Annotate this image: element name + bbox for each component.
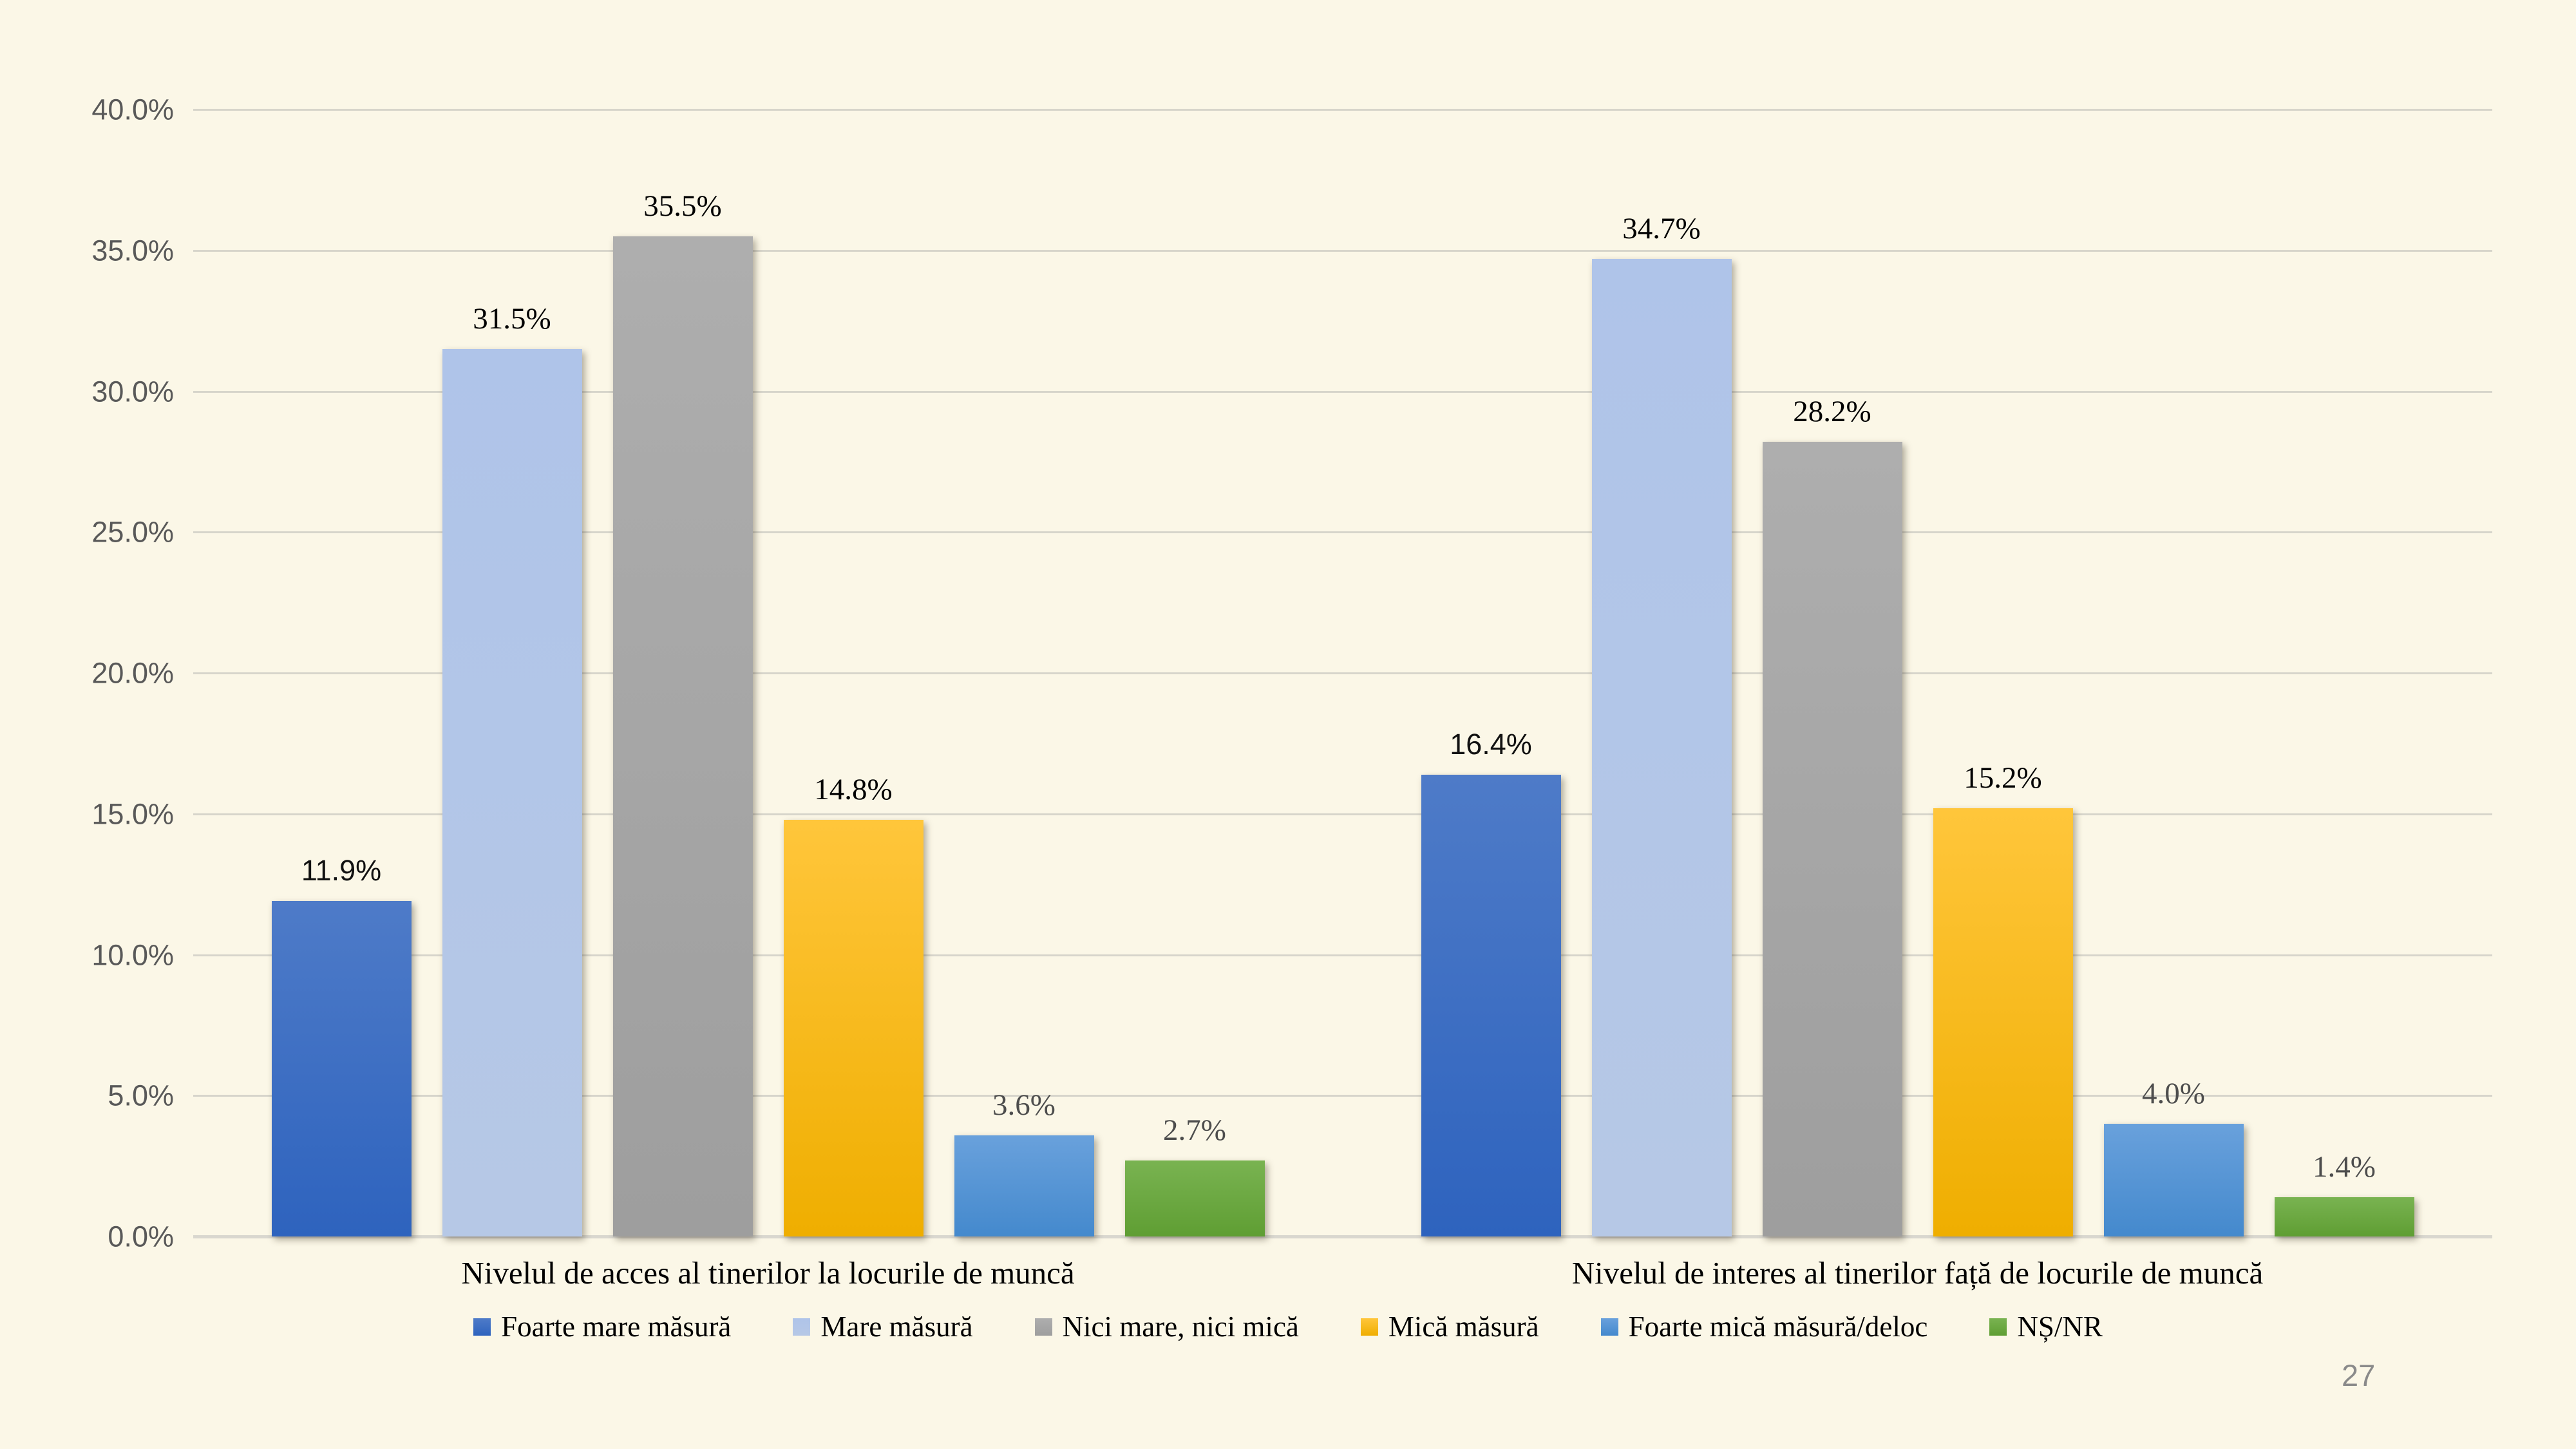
bar-value-label: 28.2% <box>1793 395 1871 429</box>
bar-2-n-nr <box>2274 1197 2414 1236</box>
y-axis-tick-label: 10.0% <box>91 938 174 971</box>
legend-label: Mică măsură <box>1388 1311 1539 1343</box>
bar-value-label: 15.2% <box>1964 761 2042 795</box>
y-axis-tick-label: 40.0% <box>91 93 174 126</box>
bar-2-foarte-mare-m-sur- <box>1421 774 1561 1236</box>
legend-swatch-icon <box>1034 1318 1052 1336</box>
legend-label: Nici mare, nici mică <box>1062 1311 1299 1343</box>
legend-item: Foarte mare măsură <box>473 1312 731 1341</box>
gridline <box>193 1095 2492 1097</box>
bar-value-label: 35.5% <box>643 189 722 223</box>
legend-swatch-icon <box>1360 1318 1378 1336</box>
bar-value-label: 14.8% <box>814 772 893 806</box>
bar-1-foarte-mic-m-sur-deloc <box>954 1135 1094 1236</box>
bar-value-label: 2.7% <box>1163 1113 1226 1147</box>
y-axis-tick-label: 30.0% <box>91 375 174 408</box>
legend-item: NȘ/NR <box>1989 1312 2103 1341</box>
legend-swatch-icon <box>793 1318 811 1336</box>
legend-item: Nici mare, nici mică <box>1034 1311 1299 1343</box>
legend-item: Mică măsură <box>1360 1311 1539 1343</box>
gridline <box>193 109 2492 111</box>
y-axis-tick-label: 0.0% <box>108 1220 174 1253</box>
legend-label: Foarte mică măsură/deloc <box>1628 1311 1928 1343</box>
gridline <box>193 954 2492 956</box>
legend-item: Mare măsură <box>793 1311 973 1343</box>
page-number: 27 <box>2342 1358 2376 1392</box>
x-axis-line <box>193 1235 2492 1238</box>
legend-label: Foarte mare măsură <box>501 1311 732 1343</box>
gridline <box>193 249 2492 252</box>
legend: Foarte mare măsură Mare măsură Nici mare, … <box>0 1312 2576 1341</box>
legend-swatch-icon <box>473 1318 491 1336</box>
legend-item: Foarte mică măsură/deloc <box>1600 1311 1928 1343</box>
bar-value-label: 4.0% <box>2142 1077 2205 1110</box>
bar-2-nici-mare-nici-mic- <box>1762 442 1902 1236</box>
y-axis-tick-label: 35.0% <box>91 234 174 267</box>
legend-label: Mare măsură <box>820 1311 973 1343</box>
y-axis-tick-label: 5.0% <box>108 1079 174 1112</box>
gridline <box>193 813 2492 815</box>
legend-swatch-icon <box>1989 1318 2007 1336</box>
legend-label: NȘ/NR <box>2017 1311 2103 1343</box>
bar-value-label: 11.9% <box>301 854 382 887</box>
bar-2-mare-m-sur- <box>1591 258 1732 1236</box>
y-axis-tick-label: 25.0% <box>91 515 174 549</box>
bar-2-mic-m-sur- <box>1933 808 2073 1236</box>
category-label: Nivelul de acces al tinerilor la locuril… <box>461 1255 1075 1291</box>
bar-value-label: 31.5% <box>473 301 551 336</box>
bar-2-foarte-mic-m-sur-deloc <box>2103 1124 2244 1236</box>
y-axis-tick-label: 15.0% <box>91 797 174 831</box>
y-axis-tick-label: 20.0% <box>91 656 174 690</box>
bar-value-label: 3.6% <box>992 1088 1056 1122</box>
bar-1-mic-m-sur- <box>783 819 923 1236</box>
gridline <box>193 672 2492 674</box>
bar-value-label: 16.4% <box>1450 727 1532 761</box>
bar-1-nici-mare-nici-mic- <box>612 236 753 1236</box>
bar-1-n-nr <box>1124 1160 1265 1236</box>
bar-value-label: 1.4% <box>2313 1150 2376 1184</box>
bar-1-mare-m-sur- <box>442 348 582 1236</box>
bar-value-label: 34.7% <box>1622 211 1701 245</box>
legend-swatch-icon <box>1600 1318 1618 1336</box>
gridline <box>193 531 2492 534</box>
gridline <box>193 390 2492 393</box>
bar-1-foarte-mare-m-sur- <box>271 901 412 1236</box>
category-label: Nivelul de interes al tinerilor față de … <box>1571 1255 2264 1291</box>
